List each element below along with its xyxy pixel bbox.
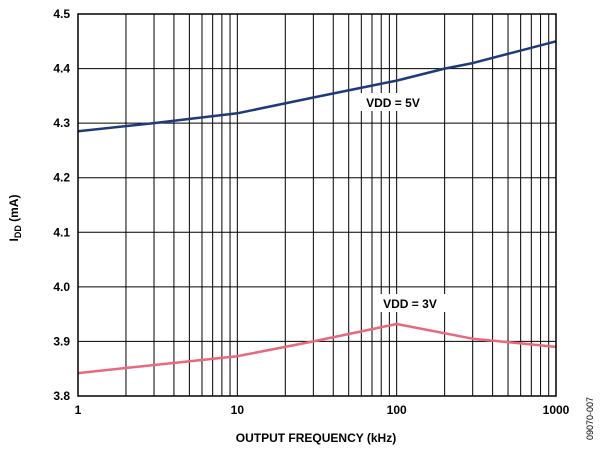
series-label-bg	[373, 294, 447, 312]
x-axis-title: OUTPUT FREQUENCY (kHz)	[236, 431, 396, 445]
plot-frame	[77, 13, 557, 397]
x-tick-label: 100	[387, 403, 407, 417]
series-layer	[77, 40, 557, 375]
series-labels: VDD = 5V VDD = 3V	[356, 93, 447, 312]
series-label: VDD = 3V	[383, 297, 437, 311]
x-tick-label: 1000	[543, 403, 570, 417]
series-line-vdd-3v	[77, 322, 557, 375]
y-tick-label: 4.5	[53, 7, 70, 21]
x-tick-label: 10	[231, 403, 245, 417]
y-tick-label: 4.2	[53, 171, 70, 185]
y-axis-title: IDD (mA)	[7, 194, 23, 241]
y-tick-label: 4.1	[53, 225, 70, 239]
series-label-bg	[356, 93, 430, 111]
x-tick-label: 1	[75, 403, 82, 417]
series-line-vdd-5v	[77, 40, 557, 133]
y-axis-title-subscript: DD	[13, 225, 23, 238]
y-tick-label: 4.3	[53, 116, 70, 130]
y-axis-title-unit: (mA)	[7, 194, 21, 225]
y-axis-title-main: I	[7, 238, 21, 241]
figure-id: 09070-007	[585, 397, 595, 440]
y-tick-label: 4.0	[53, 280, 70, 294]
y-tick-label: 3.8	[53, 389, 70, 403]
y-tick-label: 3.9	[53, 334, 70, 348]
y-tick-label: 4.4	[53, 62, 70, 76]
series-label: VDD = 5V	[366, 96, 420, 110]
tick-labels: 1 10 100 1000 3.8 3.9 4.0 4.1 4.2 4.3 4.4 4.5	[53, 7, 569, 417]
